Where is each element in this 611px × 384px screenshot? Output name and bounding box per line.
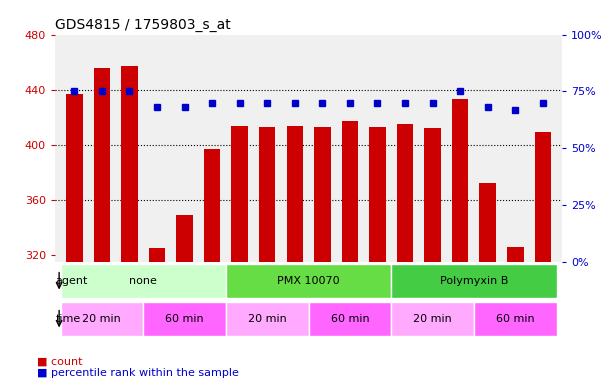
FancyBboxPatch shape — [60, 302, 143, 336]
Bar — [507, 247, 524, 262]
Bar — [93, 68, 110, 262]
Bar — [424, 128, 441, 262]
Bar — [314, 127, 331, 262]
Bar — [66, 94, 82, 262]
Text: ■ count: ■ count — [37, 357, 82, 367]
FancyBboxPatch shape — [143, 302, 226, 336]
Text: agent: agent — [56, 276, 88, 286]
Bar — [535, 132, 551, 262]
Bar — [148, 248, 165, 262]
Bar — [452, 99, 469, 262]
FancyBboxPatch shape — [309, 302, 391, 336]
Text: 60 min: 60 min — [496, 314, 535, 324]
Text: time: time — [56, 314, 81, 324]
Bar — [342, 121, 358, 262]
FancyBboxPatch shape — [391, 302, 474, 336]
Text: 20 min: 20 min — [82, 314, 121, 324]
Text: 60 min: 60 min — [331, 314, 369, 324]
Bar — [480, 184, 496, 262]
Text: PMX 10070: PMX 10070 — [277, 276, 340, 286]
Bar — [121, 66, 137, 262]
FancyBboxPatch shape — [474, 302, 557, 336]
Text: none: none — [130, 276, 157, 286]
Text: 20 min: 20 min — [248, 314, 287, 324]
Bar — [232, 126, 248, 262]
FancyBboxPatch shape — [60, 264, 226, 298]
Bar — [369, 127, 386, 262]
FancyBboxPatch shape — [226, 302, 309, 336]
Bar — [176, 215, 193, 262]
Bar — [397, 124, 413, 262]
Bar — [287, 126, 303, 262]
FancyBboxPatch shape — [226, 264, 391, 298]
Text: ■ percentile rank within the sample: ■ percentile rank within the sample — [37, 368, 238, 378]
FancyBboxPatch shape — [391, 264, 557, 298]
Text: Polymyxin B: Polymyxin B — [440, 276, 508, 286]
Text: 20 min: 20 min — [413, 314, 452, 324]
Bar — [204, 149, 221, 262]
Text: GDS4815 / 1759803_s_at: GDS4815 / 1759803_s_at — [55, 18, 231, 32]
Text: 60 min: 60 min — [165, 314, 204, 324]
Bar — [259, 127, 276, 262]
